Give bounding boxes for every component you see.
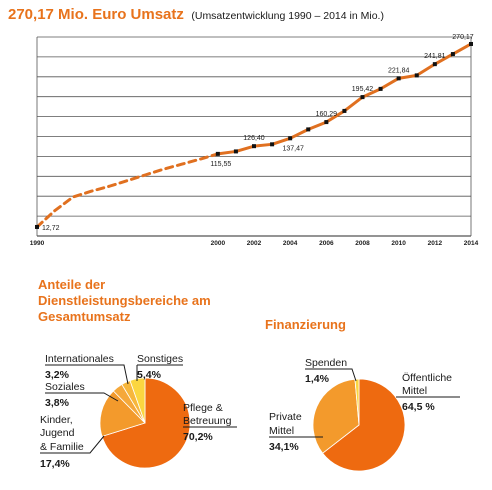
x-tick-label: 2008 xyxy=(355,240,370,247)
chart-subtitle: (Umsatzentwicklung 1990 – 2014 in Mio.) xyxy=(191,10,384,22)
data-point xyxy=(432,62,437,67)
x-tick-label: 2002 xyxy=(247,240,262,247)
x-tick-label: 1990 xyxy=(30,240,45,247)
data-point xyxy=(360,95,365,100)
data-label: 137,47 xyxy=(282,145,304,152)
x-tick-label: 2012 xyxy=(428,240,443,247)
data-point xyxy=(35,224,39,229)
revenue-line-dashed xyxy=(35,152,220,229)
services-pie-title: Anteile der Dienstleistungsbereiche am G… xyxy=(38,277,211,324)
data-point xyxy=(469,41,473,46)
data-point xyxy=(414,73,419,78)
leader-line xyxy=(305,368,357,382)
pie-slice xyxy=(322,378,406,472)
pie-slice xyxy=(312,378,360,454)
slice-label: Pflege & xyxy=(183,402,223,414)
x-tick-label: 2014 xyxy=(464,240,479,247)
slice-label: Mittel xyxy=(402,385,427,397)
chart-grid xyxy=(36,36,472,237)
data-label: 115,55 xyxy=(210,161,231,168)
services-pie xyxy=(99,377,191,469)
slice-label: Internationales xyxy=(45,353,114,365)
slice-label: & Familie xyxy=(40,441,84,453)
slice-label: Kinder, xyxy=(40,414,73,426)
slice-label: Jugend xyxy=(40,427,75,439)
pie-slice xyxy=(101,377,191,469)
leader-line xyxy=(45,364,129,385)
data-point xyxy=(396,76,401,81)
x-tick-label: 2000 xyxy=(211,240,226,247)
slice-value: 1,4% xyxy=(305,373,330,385)
slice-value: 64,5 % xyxy=(402,401,435,413)
x-tick-label: 2010 xyxy=(391,240,406,247)
slice-value: 5,4% xyxy=(137,369,162,381)
data-point xyxy=(233,149,238,154)
data-label: 241,81 xyxy=(424,53,446,60)
finance-pie xyxy=(312,378,406,472)
pie-slice xyxy=(99,390,146,437)
data-point xyxy=(342,108,347,113)
slice-value: 17,4% xyxy=(40,458,70,470)
slice-label: Öffentliche xyxy=(402,372,452,384)
chart-title: 270,17 Mio. Euro Umsatz xyxy=(8,6,184,23)
leader-line xyxy=(40,435,105,454)
finance-pie-title: Finanzierung xyxy=(265,317,346,332)
x-tick-label: 2004 xyxy=(283,240,298,247)
data-label: 126,40 xyxy=(243,135,265,142)
slice-value: 3,8% xyxy=(45,397,70,409)
data-point xyxy=(378,86,383,91)
slice-label: Spenden xyxy=(305,357,347,369)
data-point xyxy=(215,151,220,156)
data-label: 12,72 xyxy=(42,225,60,232)
chart-title-row: 270,17 Mio. Euro Umsatz (Umsatzentwicklu… xyxy=(8,6,384,24)
data-point xyxy=(324,120,329,125)
data-label: 270,17 xyxy=(452,34,474,41)
data-label: 160,29 xyxy=(316,111,338,118)
data-point xyxy=(270,142,275,147)
data-point xyxy=(450,52,455,57)
slice-value: 34,1% xyxy=(269,441,299,453)
slice-label: Soziales xyxy=(45,381,85,393)
data-label: 195,42 xyxy=(352,86,374,93)
x-tick-label: 2006 xyxy=(319,240,334,247)
slice-label: Private xyxy=(269,411,302,423)
leader-line xyxy=(45,392,119,402)
slice-label: Sonstiges xyxy=(137,353,183,365)
data-point xyxy=(252,144,256,149)
slice-value: 3,2% xyxy=(45,369,70,381)
slice-label: Betreuung xyxy=(183,415,232,427)
data-point xyxy=(306,127,311,132)
data-label: 221,84 xyxy=(388,67,410,74)
slice-value: 70,2% xyxy=(183,431,213,443)
data-point xyxy=(288,136,293,141)
slice-label: Mittel xyxy=(269,425,294,437)
